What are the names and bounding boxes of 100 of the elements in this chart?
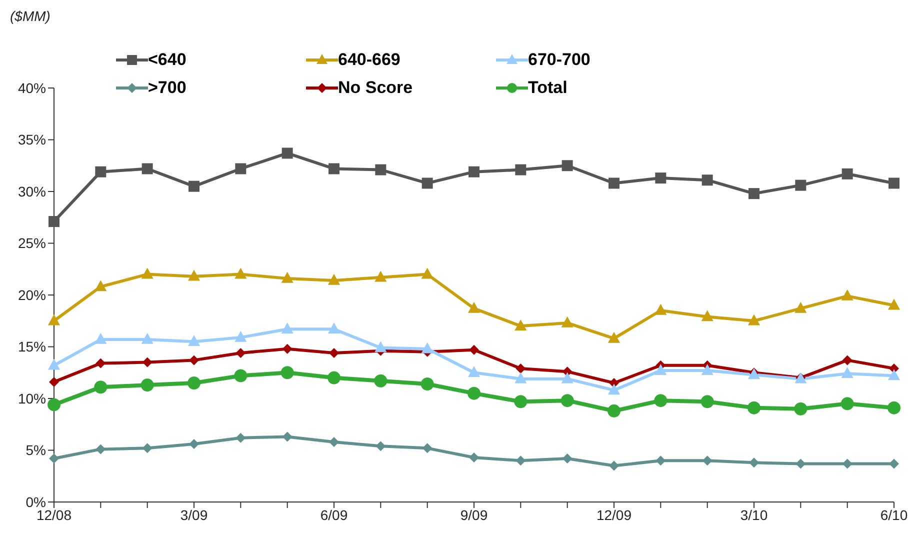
legend-label: 640-669 [338,50,400,70]
point [281,322,294,334]
x-tick-label: 12/09 [596,506,632,523]
point [560,394,574,408]
point [888,298,900,310]
point [842,458,852,469]
legend-label: <640 [148,50,186,70]
point [421,268,434,279]
point [469,452,479,462]
point [236,348,246,358]
point [188,180,200,192]
point [562,454,572,464]
point [608,178,620,189]
point [329,348,339,358]
point [94,332,107,344]
point [422,443,432,454]
point [700,395,714,408]
point [608,404,620,418]
point [234,369,248,382]
point [655,172,666,184]
point [842,355,852,366]
point [140,378,154,392]
point [562,160,573,172]
point [188,334,200,346]
point [516,363,526,374]
y-tick-label: 30% [18,183,46,200]
point [142,357,152,368]
point [282,148,293,159]
point [702,174,713,186]
point [374,374,388,388]
point [514,372,527,384]
point [795,180,806,191]
y-tick-label: 40% [18,80,46,96]
point [794,402,808,416]
point [189,355,199,366]
point [376,441,386,452]
point [48,216,60,228]
point [841,289,854,300]
point [468,386,480,400]
point [468,302,480,313]
point [188,270,200,281]
point [48,398,60,412]
point [328,322,340,334]
point [49,376,59,387]
point [888,401,900,414]
point [514,319,527,330]
point [654,304,667,315]
y-tick-label: 20% [18,286,46,303]
point [328,274,340,285]
point [94,280,107,292]
point [796,458,806,469]
point [48,314,60,326]
y-tick-label: 25% [18,235,46,252]
point [841,367,854,378]
point [281,272,294,283]
legend-label: >700 [148,78,186,98]
point [656,456,666,466]
point [516,456,526,466]
point [328,163,340,174]
point [94,380,108,394]
point [96,444,106,454]
y-tick-label: 5% [26,442,46,458]
point [794,302,807,313]
legend-label: No Score [338,78,413,98]
point [420,378,434,391]
point [840,397,854,410]
y-tick-label: 15% [18,338,46,355]
point [701,310,714,322]
point [329,436,339,447]
point [748,401,760,414]
point [515,164,526,176]
point [514,395,528,408]
point [280,366,294,380]
point [608,332,620,343]
point [48,358,60,370]
point [561,316,574,328]
point [842,168,853,180]
point [375,164,386,176]
point [561,372,574,384]
point [236,432,246,443]
point [421,342,434,354]
point [702,456,712,466]
point [142,163,153,174]
point [141,332,154,344]
point [142,443,152,454]
point [235,163,246,174]
point [282,432,292,442]
y-tick-label: 10% [18,390,46,406]
legend-label: 670-700 [528,50,590,70]
legend-label: Total [528,78,568,98]
point [749,458,759,468]
point [188,376,200,390]
point [141,268,154,279]
x-tick-label: 6/09 [320,506,348,523]
x-tick-label: 6/10 [880,506,908,523]
point [234,268,247,279]
point [328,371,340,384]
point [888,369,900,380]
point [609,460,619,471]
point [422,178,433,189]
